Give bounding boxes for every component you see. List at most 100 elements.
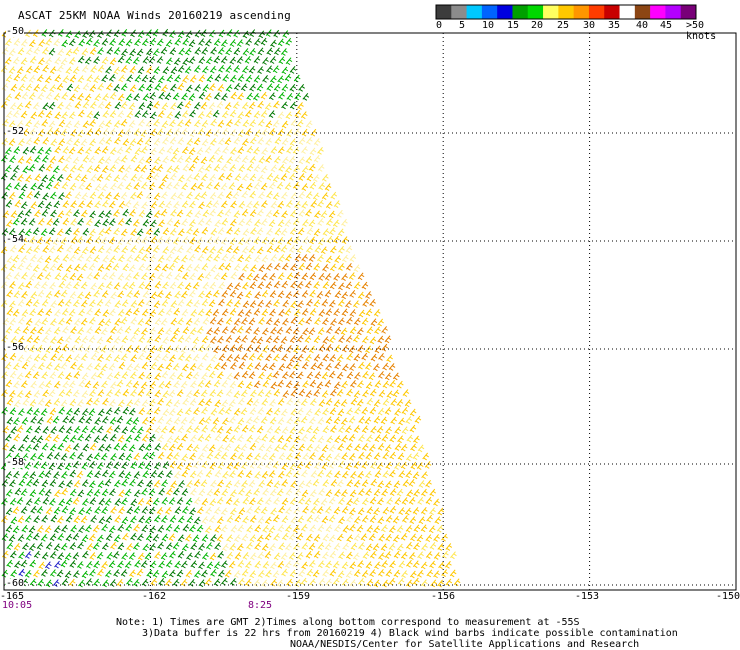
wind-barb [194,244,201,253]
wind-barb [16,497,24,505]
wind-barb [353,390,361,399]
wind-barb [176,209,184,218]
wind-barb [397,452,405,461]
wind-barb [140,145,148,154]
wind-barb [236,291,244,300]
wind-barb [206,74,214,83]
wind-barb [197,182,204,190]
wind-barb [98,120,106,129]
wind-barb [254,542,261,551]
wind-barb [337,570,345,579]
wind-barb [417,444,425,453]
wind-barb [28,163,36,172]
wind-barb [182,272,189,280]
wind-barb [260,416,268,424]
wind-barb [148,488,156,497]
wind-barb [154,317,162,326]
wind-barb [186,480,193,488]
wind-barb [177,228,185,237]
wind-barb [429,560,436,569]
wind-barb [305,461,312,469]
wind-barb [201,173,208,182]
wind-barb [242,300,250,309]
wind-barb [241,155,249,164]
wind-barb [230,147,237,155]
wind-barb [70,218,77,226]
wind-barb [369,299,376,307]
wind-barb [89,497,97,506]
wind-barb [313,353,321,362]
wind-barb [138,119,145,127]
wind-barb [268,92,276,101]
wind-barb [346,371,354,380]
wind-barb [45,579,53,588]
wind-barb [218,29,226,38]
wind-barb [140,164,148,173]
wind-barb [24,515,32,523]
wind-barb [402,515,409,523]
wind-barb [393,480,401,489]
wind-barb [353,317,361,326]
wind-barb [266,479,274,488]
wind-barb [45,181,53,190]
wind-barb [182,75,189,83]
wind-barb [53,543,61,552]
wind-barb [268,452,276,461]
wind-barb [245,309,252,317]
wind-barb [356,524,364,533]
wind-barb [93,254,100,263]
wind-barb [1,47,9,55]
wind-barb [417,551,424,560]
wind-barb [201,569,208,578]
wind-barb [224,443,232,452]
lon-label: -159 [286,591,311,602]
wind-barb [345,443,353,451]
wind-barb [64,444,72,453]
wind-barb [45,237,53,245]
wind-barb [210,336,217,344]
wind-barb [273,280,281,289]
wind-barb [25,354,33,363]
wind-barb [24,570,32,578]
wind-barb [173,487,180,496]
wind-barb [42,192,49,201]
wind-barb [105,515,113,524]
wind-barb [97,264,105,272]
wind-barb [69,254,76,262]
wind-barb [268,181,276,190]
wind-barb [72,46,80,55]
wind-barb [338,497,345,505]
wind-barb [117,272,125,281]
wind-barb [145,352,153,361]
wind-barb [341,417,348,426]
wind-barb [137,426,144,435]
wind-barb [401,497,409,505]
wind-barb [389,488,397,496]
wind-barb [241,190,248,199]
wind-barb [269,56,277,64]
wind-barb [178,47,186,56]
wind-barb [165,506,172,515]
wind-barb [113,227,120,236]
wind-barb [413,489,420,497]
wind-barb [377,318,384,327]
wind-barb [317,218,324,226]
wind-barb [226,282,234,291]
wind-barb [265,155,272,163]
wind-barb [156,56,164,64]
wind-barb [93,39,100,48]
wind-barb [392,389,400,398]
legend-swatch [481,5,498,19]
wind-barb [230,128,237,137]
wind-barb [257,516,265,524]
wind-barb [186,226,193,235]
wind-barb [56,174,64,182]
wind-barb [330,425,337,433]
wind-barb [237,92,244,101]
wind-barb [100,345,108,353]
wind-barb [309,379,317,388]
wind-barb [25,533,33,541]
wind-barb [49,551,57,559]
wind-barb [373,579,381,588]
wind-barb [9,281,16,289]
